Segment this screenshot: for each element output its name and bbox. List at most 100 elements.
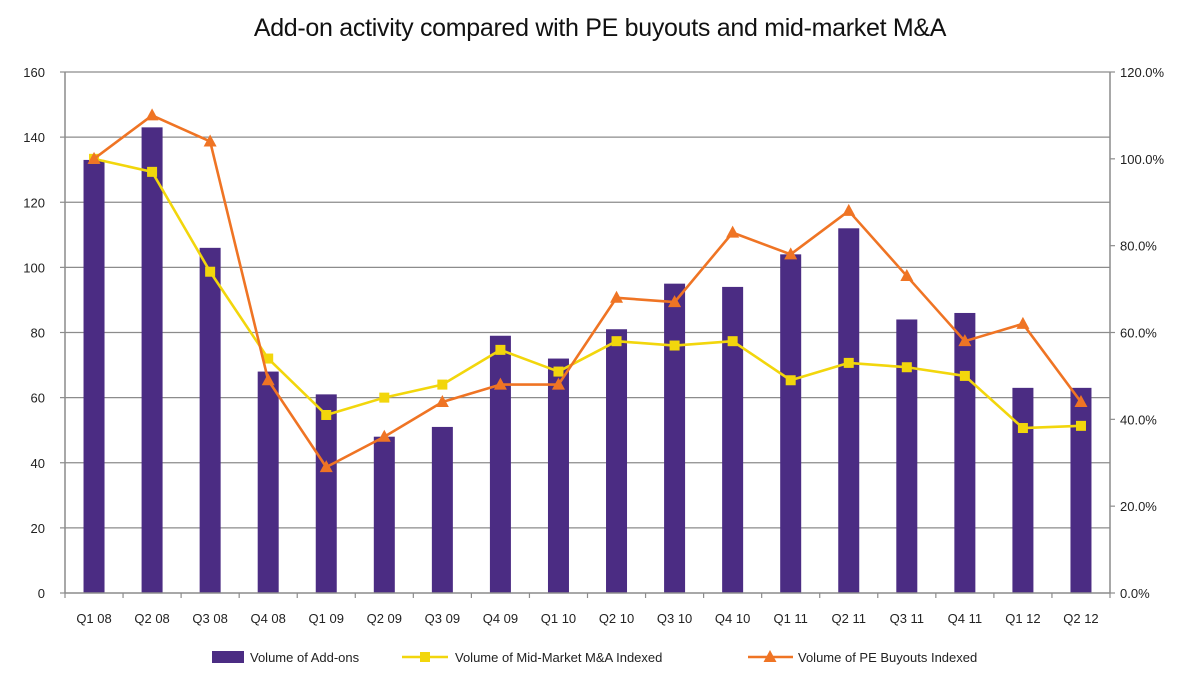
square-marker — [495, 344, 506, 355]
square-marker — [843, 357, 854, 368]
triangle-marker — [551, 377, 565, 390]
legend-label: Volume of Add-ons — [250, 650, 360, 665]
bar — [664, 283, 686, 593]
triangle-marker — [203, 134, 217, 147]
triangle-marker — [1016, 316, 1030, 329]
square-marker — [785, 375, 796, 386]
x-tick-label: Q2 10 — [599, 611, 634, 626]
x-tick-label: Q1 10 — [541, 611, 576, 626]
legend: Volume of Add-ons Volume of Mid-Market M&… — [212, 650, 977, 665]
left-tick-label: 160 — [23, 65, 45, 80]
left-tick-label: 140 — [23, 130, 45, 145]
series-line — [93, 157, 1082, 430]
series-line — [93, 114, 1083, 469]
bar — [606, 329, 628, 593]
bar — [315, 394, 337, 593]
left-tick-label: 0 — [38, 586, 45, 601]
square-marker — [147, 166, 158, 177]
left-tick-label: 120 — [23, 195, 45, 210]
triangle-marker — [668, 295, 682, 308]
bar — [199, 247, 221, 593]
triangle-marker — [726, 225, 740, 238]
left-tick-label: 60 — [31, 391, 45, 406]
square-marker — [959, 370, 970, 381]
legend-label: Volume of PE Buyouts Indexed — [798, 650, 977, 665]
right-tick-label: 40.0% — [1120, 412, 1157, 427]
triangle-marker — [87, 151, 101, 164]
x-tick-label: Q3 11 — [890, 611, 924, 626]
right-tick-label: 20.0% — [1120, 499, 1157, 514]
chart-title: Add-on activity compared with PE buyouts… — [253, 14, 947, 42]
triangle-marker — [319, 460, 333, 473]
left-tick-label: 40 — [31, 456, 45, 471]
bar — [896, 319, 918, 593]
triangle-marker — [763, 650, 777, 662]
triangle-marker — [493, 377, 507, 390]
triangle-marker — [377, 429, 391, 442]
bar — [838, 228, 860, 594]
triangle-marker — [435, 394, 449, 407]
triangle-marker — [1074, 394, 1088, 407]
axes: 0 20 40 60 80 100 120 140 160 0.0% 20.0% 40.0% 60.0%… — [23, 65, 1164, 626]
legend-label: Volume of Mid-Market M&A Indexed — [455, 650, 662, 665]
x-tick-label: Q2 09 — [367, 611, 402, 626]
right-tick-label: 80.0% — [1120, 239, 1157, 254]
bar — [257, 371, 279, 593]
square-marker — [669, 340, 680, 351]
bar — [954, 312, 976, 593]
right-tick-label: 0.0% — [1120, 586, 1150, 601]
x-tick-label: Q1 11 — [773, 611, 807, 626]
square-marker — [205, 266, 216, 277]
triangle-marker — [261, 373, 275, 386]
square-marker — [420, 652, 430, 662]
bar — [83, 159, 105, 593]
square-marker — [553, 366, 564, 377]
bar — [141, 127, 163, 593]
right-tick-label: 120.0% — [1120, 65, 1165, 80]
x-tick-label: Q1 08 — [76, 611, 111, 626]
square-marker — [1017, 423, 1028, 434]
x-tick-label: Q2 08 — [134, 611, 169, 626]
square-marker — [263, 353, 274, 364]
x-tick-label: Q4 10 — [715, 611, 750, 626]
bar — [547, 358, 569, 593]
line-series — [87, 108, 1088, 473]
x-tick-label: Q4 09 — [483, 611, 518, 626]
triangle-marker — [145, 108, 159, 121]
bar — [1012, 387, 1034, 593]
x-tick-label: Q3 08 — [192, 611, 227, 626]
x-tick-label: Q1 09 — [309, 611, 344, 626]
square-marker — [379, 392, 390, 403]
bar — [489, 335, 511, 593]
bar — [431, 426, 453, 593]
square-marker — [611, 336, 622, 347]
left-tick-label: 20 — [31, 521, 45, 536]
right-tick-label: 100.0% — [1120, 152, 1165, 167]
square-marker — [437, 379, 448, 390]
bar — [722, 286, 744, 593]
x-tick-label: Q2 12 — [1063, 611, 1098, 626]
left-tick-label: 100 — [23, 260, 45, 275]
x-tick-label: Q4 08 — [250, 611, 285, 626]
x-tick-label: Q4 11 — [948, 611, 982, 626]
bar — [780, 254, 802, 593]
triangle-marker — [610, 290, 624, 303]
bar-series — [83, 127, 1092, 594]
triangle-marker — [842, 203, 856, 216]
left-tick-label: 80 — [31, 326, 45, 341]
triangle-marker — [784, 247, 798, 260]
x-tick-label: Q1 12 — [1005, 611, 1040, 626]
triangle-marker — [958, 334, 972, 347]
gridlines — [65, 71, 1110, 529]
x-tick-label: Q3 10 — [657, 611, 692, 626]
right-tick-label: 60.0% — [1120, 326, 1157, 341]
square-marker — [727, 336, 738, 347]
bar — [373, 436, 395, 593]
x-tick-label: Q3 09 — [425, 611, 460, 626]
square-marker — [901, 362, 912, 373]
square-marker — [1075, 420, 1086, 431]
x-tick-label: Q2 11 — [832, 611, 866, 626]
legend-swatch-bar — [212, 651, 244, 663]
bar — [1070, 387, 1092, 593]
